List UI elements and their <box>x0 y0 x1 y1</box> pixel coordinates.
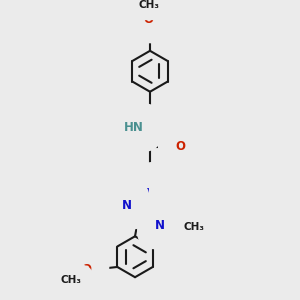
Text: HN: HN <box>124 121 144 134</box>
Text: O: O <box>82 262 92 275</box>
Text: CH₃: CH₃ <box>138 0 159 10</box>
Text: N: N <box>122 199 132 212</box>
Text: O: O <box>144 13 154 26</box>
Text: N: N <box>140 187 150 200</box>
Text: CH₃: CH₃ <box>183 222 204 232</box>
Text: CH₃: CH₃ <box>61 275 82 285</box>
Text: S: S <box>155 179 164 192</box>
Text: O: O <box>176 140 186 154</box>
Text: N: N <box>155 218 165 232</box>
